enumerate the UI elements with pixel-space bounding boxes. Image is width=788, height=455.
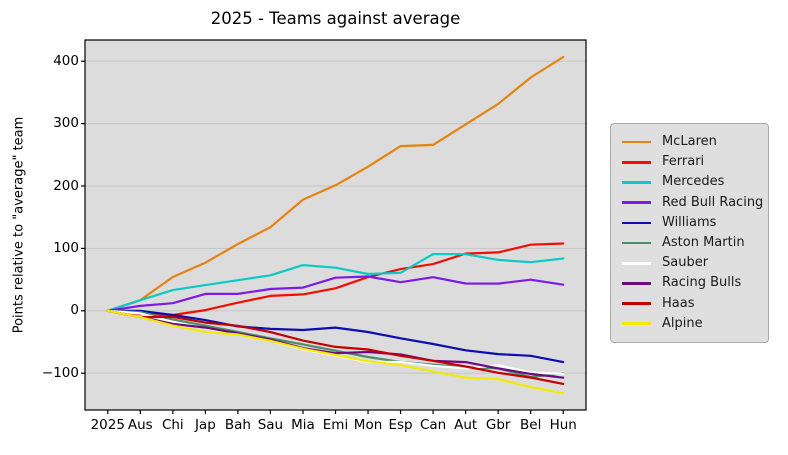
x-tick-label: 2025 (90, 417, 125, 433)
x-tick-label: Sau (257, 417, 284, 433)
series-line-mercedes (106, 253, 565, 312)
x-tick-label: Gbr (485, 417, 511, 433)
legend-swatch (622, 221, 651, 225)
legend-swatch (622, 241, 651, 245)
series-line-mclaren (106, 55, 565, 312)
legend-item-ferrari: Ferrari (617, 152, 760, 172)
legend-swatch (622, 282, 651, 285)
series-line-alpine (106, 309, 565, 395)
legend-label: Haas (662, 295, 695, 311)
y-tick-label: 0 (70, 302, 79, 319)
legend-swatch (622, 302, 651, 305)
y-axis-label: Points relative to "average" team (11, 116, 27, 334)
legend-label: Ferrari (662, 154, 705, 170)
x-tick-label: Jap (194, 417, 216, 433)
y-tick-label: 200 (53, 177, 79, 194)
series-line-racing-bulls (106, 309, 565, 379)
y-tick-label: 100 (53, 239, 79, 256)
series-line-ferrari (106, 242, 565, 317)
legend-item-red-bull-racing: Red Bull Racing (617, 193, 764, 213)
legend-swatch (622, 261, 651, 265)
legend-item-williams: Williams (617, 213, 760, 233)
y-tick-label: 300 (53, 115, 79, 132)
legend: McLaren Ferrari Mercedes Red Bull Racing Wil… (610, 123, 769, 343)
legend-label: Williams (662, 214, 717, 230)
legend-label: Mercedes (662, 174, 725, 190)
x-tick-label: Hun (549, 417, 577, 433)
legend-label: Racing Bulls (662, 275, 742, 291)
legend-swatch (622, 160, 651, 164)
legend-swatch (622, 322, 651, 326)
legend-swatch (622, 181, 651, 184)
legend-item-haas: Haas (617, 294, 760, 314)
legend-label: McLaren (662, 134, 717, 150)
legend-item-mercedes: Mercedes (617, 172, 760, 192)
x-tick-label: Aut (454, 417, 478, 433)
y-tick-label: −100 (41, 364, 79, 381)
x-tick-label: Can (419, 417, 447, 433)
x-tick-label: Esp (388, 417, 413, 433)
x-tick-label: Bah (224, 417, 251, 433)
chart-title: 2025 - Teams against average (210, 9, 461, 28)
x-tick-label: Mia (291, 417, 315, 433)
series-line-haas (106, 309, 565, 385)
legend-item-alpine: Alpine (617, 314, 760, 334)
x-tick-label: Emi (322, 417, 349, 433)
x-tick-label: Bel (520, 417, 542, 433)
series-line-williams (106, 309, 565, 364)
y-tick-label: 400 (53, 52, 79, 69)
series-line-aston-martin (106, 309, 565, 379)
legend-item-racing-bulls: Racing Bulls (617, 273, 760, 293)
legend-item-aston-martin: Aston Martin (617, 233, 760, 253)
x-tick-label: Mon (353, 417, 383, 433)
series-line-red-bull-racing (106, 275, 565, 312)
legend-label: Alpine (662, 315, 703, 331)
x-tick-label: Chi (161, 417, 184, 433)
x-tick-label: Aus (127, 417, 153, 433)
legend-item-mclaren: McLaren (617, 132, 760, 152)
legend-item-sauber: Sauber (617, 253, 760, 273)
legend-swatch (622, 140, 651, 144)
legend-swatch (622, 201, 651, 204)
legend-label: Red Bull Racing (662, 194, 764, 210)
legend-label: Sauber (662, 255, 709, 271)
legend-label: Aston Martin (662, 235, 745, 251)
